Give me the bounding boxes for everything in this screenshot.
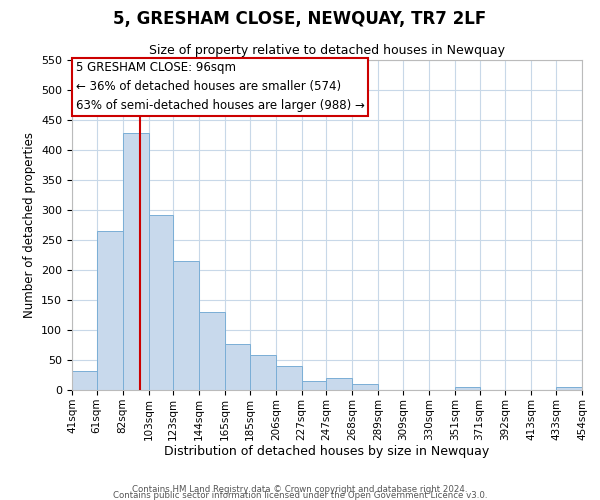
Bar — [326, 378, 352, 390]
X-axis label: Distribution of detached houses by size in Newquay: Distribution of detached houses by size … — [164, 446, 490, 458]
Text: 5, GRESHAM CLOSE, NEWQUAY, TR7 2LF: 5, GRESHAM CLOSE, NEWQUAY, TR7 2LF — [113, 10, 487, 28]
Text: Contains HM Land Registry data © Crown copyright and database right 2024.: Contains HM Land Registry data © Crown c… — [132, 484, 468, 494]
Bar — [556, 387, 582, 390]
Bar — [302, 381, 326, 390]
Text: 5 GRESHAM CLOSE: 96sqm
← 36% of detached houses are smaller (574)
63% of semi-de: 5 GRESHAM CLOSE: 96sqm ← 36% of detached… — [76, 61, 365, 112]
Title: Size of property relative to detached houses in Newquay: Size of property relative to detached ho… — [149, 44, 505, 58]
Bar — [455, 387, 479, 390]
Bar — [276, 366, 302, 390]
Y-axis label: Number of detached properties: Number of detached properties — [23, 132, 35, 318]
Bar — [122, 133, 149, 390]
Bar — [173, 261, 199, 390]
Bar — [199, 312, 225, 390]
Bar — [352, 384, 378, 390]
Bar — [149, 216, 173, 390]
Bar — [250, 354, 276, 390]
Bar — [225, 344, 250, 390]
Bar — [97, 231, 122, 390]
Bar — [72, 371, 97, 390]
Text: Contains public sector information licensed under the Open Government Licence v3: Contains public sector information licen… — [113, 490, 487, 500]
